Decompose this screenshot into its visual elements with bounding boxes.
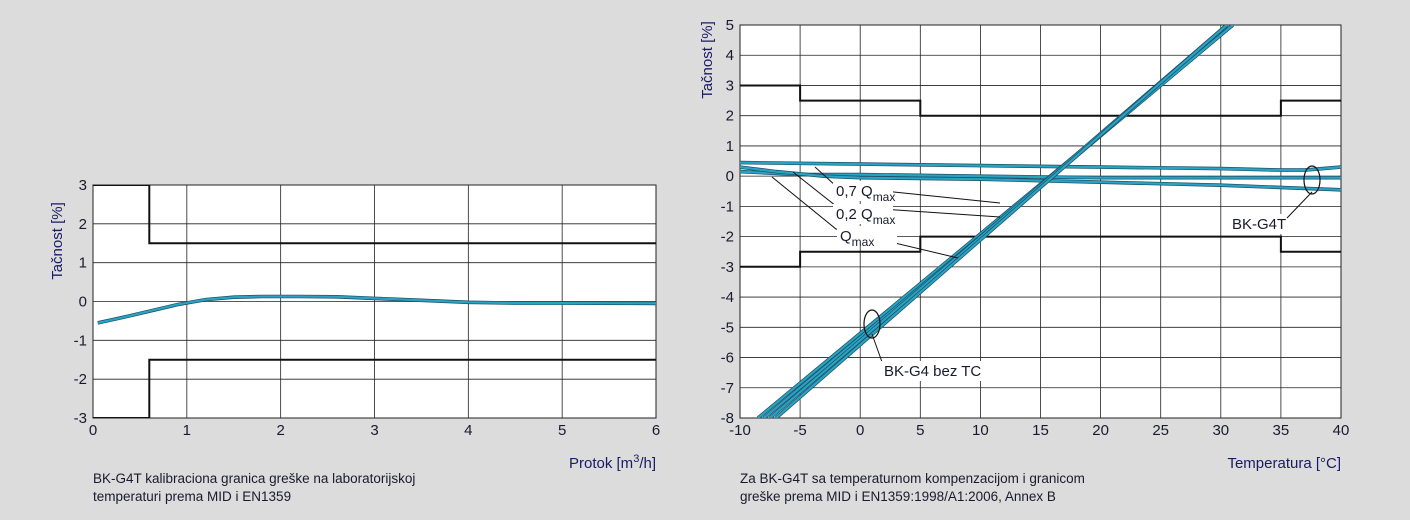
left-caption-line-1: BK-G4T kalibraciona granica greške na la… (93, 471, 416, 486)
x-tick-label: 2 (276, 422, 284, 439)
group-ellipse-compensated (1303, 165, 1321, 195)
y-tick-label: -8 (721, 410, 734, 427)
annotation-label: BK-G4 bez TC (884, 363, 981, 380)
x-tick-label: 5 (916, 422, 924, 439)
x-axis-label: Temperatura [°C] (1227, 455, 1341, 472)
plot-frame (92, 184, 657, 419)
x-tick-label: 0 (856, 422, 864, 439)
error-limit-upper (740, 84, 1341, 117)
y-tick-label: -5 (721, 319, 734, 336)
series-line (740, 166, 1341, 191)
right-caption-line-2: greške prema MID i EN1359:1998/A1:2006, … (740, 489, 1056, 504)
annotation-leader-line (871, 333, 883, 363)
y-tick-label: 1 (726, 138, 734, 155)
x-tick-label: 25 (1152, 422, 1169, 439)
y-tick-label: 3 (79, 177, 87, 194)
annotation-bg (833, 181, 893, 201)
y-tick-label: 0 (79, 294, 87, 311)
x-tick-label: -10 (729, 422, 751, 439)
annotation-leader-line (771, 176, 959, 259)
series-line (775, 25, 1228, 418)
y-tick-label: -4 (721, 289, 734, 306)
y-tick-label: 0 (726, 168, 734, 185)
x-tick-label: 15 (1032, 422, 1049, 439)
right-caption-line-1: Za BK-G4T sa temperaturnom kompenzacijom… (740, 471, 1085, 486)
y-tick-label: -1 (74, 332, 87, 349)
error-limit-upper (93, 185, 656, 245)
x-tick-label: 4 (464, 422, 472, 439)
y-tick-label: 1 (79, 255, 87, 272)
error-limit-lower (740, 235, 1341, 268)
x-tick-label: 1 (183, 422, 191, 439)
x-tick-label: 3 (370, 422, 378, 439)
left-caption-line-2: temperaturi prema MID i EN1359 (93, 489, 292, 504)
y-tick-label: -2 (74, 371, 87, 388)
group-ellipse-uncompensated (863, 309, 881, 339)
plot-marks (740, 25, 1341, 418)
error-limit-lower (93, 358, 656, 418)
annotation-label: Qmax (840, 228, 874, 249)
y-tick-label: 5 (726, 17, 734, 34)
y-tick-label: -1 (721, 198, 734, 215)
y-tick-label: -3 (721, 259, 734, 276)
x-tick-label: 40 (1333, 422, 1350, 439)
x-tick-label: 0 (89, 422, 97, 439)
y-tick-label: -7 (721, 380, 734, 397)
y-tick-label: -2 (721, 229, 734, 246)
annotation-label: 0,2 Qmax (836, 206, 895, 227)
y-tick-label: -6 (721, 350, 734, 367)
y-tick-label: 4 (726, 47, 734, 64)
x-tick-label: 5 (558, 422, 566, 439)
plot-frame (739, 24, 1342, 419)
y-tick-label: -3 (74, 410, 87, 427)
annotation-bg (837, 226, 897, 246)
annotation-label: 0,7 Qmax (836, 183, 895, 204)
series-line (740, 161, 1341, 172)
x-tick-label: -5 (793, 422, 806, 439)
x-tick-label: 20 (1092, 422, 1109, 439)
x-axis-label: Protok [m3/h] (569, 453, 656, 472)
annotation-bg (881, 361, 989, 381)
left-caption: BK-G4T kalibraciona granica greške na la… (93, 470, 415, 506)
right-caption: Za BK-G4T sa temperaturnom kompenzacijom… (740, 470, 1085, 506)
x-tick-label: 6 (652, 422, 660, 439)
annotation-bg (833, 204, 893, 224)
x-tick-label: 35 (1273, 422, 1290, 439)
plot-marks (93, 185, 656, 418)
y-tick-label: 2 (79, 216, 87, 233)
y-axis-label: Tačnost [%] (699, 21, 716, 99)
annotation-label: BK-G4T (1232, 216, 1286, 233)
annotation-leader-line (1286, 191, 1313, 219)
y-tick-label: 3 (726, 77, 734, 94)
x-tick-label: 30 (1212, 422, 1229, 439)
y-axis-label: Tačnost [%] (49, 202, 66, 280)
series-line (97, 295, 656, 324)
x-tick-label: 10 (972, 422, 989, 439)
y-tick-label: 2 (726, 108, 734, 125)
annotation-bg (1229, 214, 1286, 234)
